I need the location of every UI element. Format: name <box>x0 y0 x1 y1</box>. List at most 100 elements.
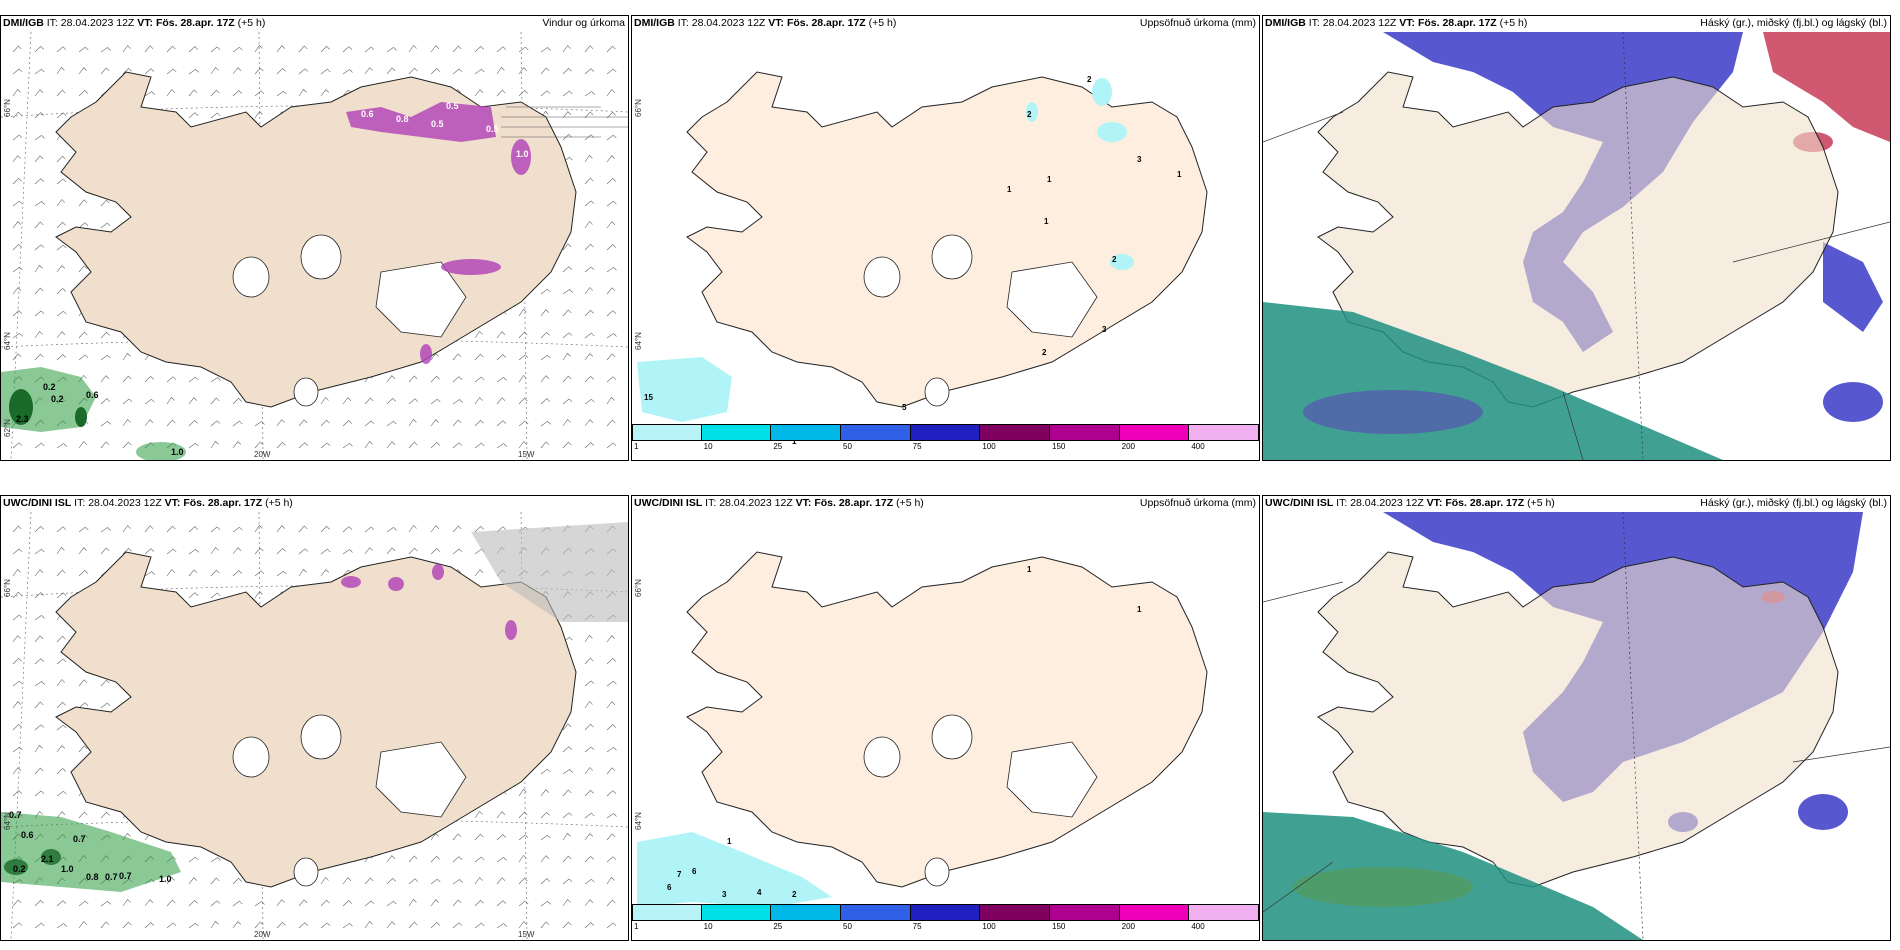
wind-barb <box>100 331 110 339</box>
wind-barb <box>34 244 45 251</box>
wind-barb <box>518 854 527 863</box>
wind-barb <box>210 900 221 907</box>
wind-barb <box>100 900 111 907</box>
lon-label: 15W <box>518 930 535 939</box>
wind-barb <box>584 266 595 273</box>
colorbar-tick-label: 50 <box>843 442 852 451</box>
wind-barb <box>232 441 242 449</box>
wind-barb <box>452 525 462 533</box>
wind-barb <box>276 45 286 53</box>
lat-label: 64°N <box>3 812 12 830</box>
model-name: DMI/IGB <box>1265 17 1306 29</box>
wind-barb <box>496 331 506 339</box>
wind-barb <box>496 89 506 97</box>
wind-barb <box>452 833 462 841</box>
wind-barb <box>430 441 440 449</box>
it-label: IT: <box>46 17 58 29</box>
wind-barb <box>540 67 550 75</box>
wind-barb <box>364 397 374 405</box>
wind-barb <box>430 398 441 405</box>
hatch-region <box>471 522 628 622</box>
wind-barb <box>34 681 45 687</box>
wind-barb <box>12 177 22 185</box>
accum-value: 6 <box>692 867 697 876</box>
wind-barb <box>12 568 21 577</box>
wind-barb <box>166 899 176 907</box>
wind-barb <box>276 547 286 555</box>
wind-barb <box>320 442 331 449</box>
wind-barb <box>34 767 44 775</box>
wind-barb <box>364 67 373 75</box>
wind-barb <box>386 375 396 383</box>
wind-barb <box>298 525 308 533</box>
wind-barb <box>584 111 594 119</box>
wind-barb <box>122 398 133 405</box>
wind-barb <box>122 418 131 427</box>
wind-barb <box>584 657 594 665</box>
accum-value: 1 <box>1027 565 1032 574</box>
wind-barb <box>606 353 616 361</box>
wind-barb <box>386 877 396 885</box>
wind-barb <box>298 548 309 555</box>
wind-barb <box>474 442 485 449</box>
wind-barb <box>342 420 353 427</box>
wind-barb <box>78 331 88 339</box>
wind-barb <box>298 568 307 577</box>
wind-barb <box>232 67 242 75</box>
wind-barb <box>166 376 177 383</box>
wind-barb <box>496 856 507 863</box>
wind-barb <box>606 200 617 207</box>
colorbar-frame <box>632 904 1259 921</box>
wind-barb <box>452 376 463 383</box>
wind-barb <box>408 547 418 555</box>
wind-barb <box>452 548 463 555</box>
wind-barb <box>584 220 593 229</box>
wind-barb <box>78 265 88 273</box>
wind-barb <box>34 330 43 339</box>
wind-barb <box>562 746 573 753</box>
wind-barb <box>386 397 396 405</box>
wind-barb <box>298 922 309 929</box>
vt-label: VT: <box>768 17 785 29</box>
wind-barb <box>606 221 616 229</box>
wind-barb <box>408 441 418 449</box>
panel-dmi-accum: DMI/IGB IT: 28.04.2023 12Z VT: Fös. 28.a… <box>631 15 1260 461</box>
field-title: Uppsöfnuð úrkoma (mm) <box>1139 17 1256 29</box>
wind-barb <box>254 421 265 427</box>
wind-barb <box>34 724 45 731</box>
panel-header: UWC/DINI ISL IT: 28.04.2023 12Z VT: Fös.… <box>632 496 1259 511</box>
wind-barb <box>34 89 44 97</box>
wind-barb <box>188 397 198 405</box>
wind-barb <box>540 354 551 361</box>
wind-barb <box>12 243 22 251</box>
wind-barb <box>34 442 45 449</box>
wind-barb <box>166 419 176 427</box>
wind-barb <box>562 789 572 797</box>
wind-barb <box>342 900 353 907</box>
wind-barb <box>56 46 67 53</box>
wind-barb <box>144 922 155 929</box>
model-name: DMI/IGB <box>3 17 44 29</box>
wind-barb <box>210 89 220 97</box>
wind-barb <box>34 701 44 709</box>
panel-dini-accum: UWC/DINI ISL IT: 28.04.2023 12Z VT: Fös.… <box>631 495 1260 941</box>
it-label: IT: <box>677 17 689 29</box>
wind-barb <box>474 419 484 427</box>
wind-barb <box>518 46 529 53</box>
wind-barb <box>540 855 550 863</box>
wind-barb <box>56 265 66 273</box>
colorbar-segment <box>841 904 911 921</box>
wind-barb <box>584 878 595 885</box>
wind-barb <box>12 635 21 643</box>
wind-barb <box>540 420 551 427</box>
wind-barb <box>540 789 550 797</box>
wind-barb <box>166 68 177 75</box>
wind-barb <box>584 700 593 709</box>
wind-barb <box>166 569 175 577</box>
precip-value: 0.2 <box>13 864 26 874</box>
wind-barb <box>606 922 617 929</box>
wind-barb <box>166 876 175 885</box>
colorbar-tick-label: 25 <box>773 922 783 931</box>
wind-barb <box>100 354 111 361</box>
wind-barb <box>364 440 373 449</box>
